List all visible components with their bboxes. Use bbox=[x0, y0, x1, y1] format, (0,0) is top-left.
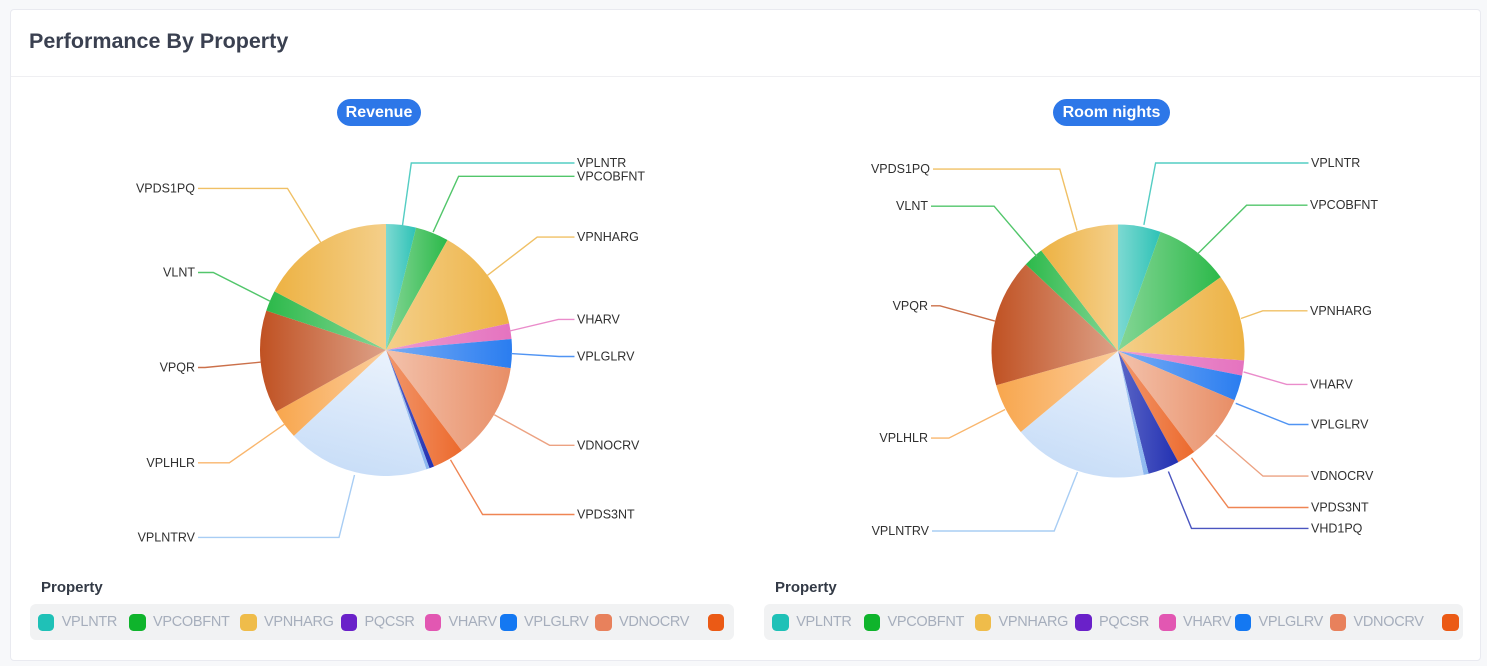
svg-text:VPNHARG: VPNHARG bbox=[577, 230, 639, 244]
svg-text:VPCOBFNT: VPCOBFNT bbox=[577, 169, 645, 183]
svg-text:VPDS1PQ: VPDS1PQ bbox=[871, 162, 930, 176]
svg-text:VPLGLRV: VPLGLRV bbox=[577, 350, 635, 364]
svg-text:VPLNTR: VPLNTR bbox=[577, 156, 626, 170]
svg-text:VPDS1PQ: VPDS1PQ bbox=[136, 181, 195, 195]
svg-text:VPQR: VPQR bbox=[893, 299, 928, 313]
svg-text:VPDS3NT: VPDS3NT bbox=[1311, 501, 1369, 515]
svg-text:VPLNTRV: VPLNTRV bbox=[138, 530, 196, 544]
svg-text:VHARV: VHARV bbox=[1310, 377, 1354, 391]
svg-text:VPDS3NT: VPDS3NT bbox=[577, 508, 635, 522]
svg-text:VPNHARG: VPNHARG bbox=[1310, 304, 1372, 318]
svg-text:VDNOCRV: VDNOCRV bbox=[577, 438, 640, 452]
svg-text:VPLNTR: VPLNTR bbox=[1311, 156, 1360, 170]
svg-text:VHD1PQ: VHD1PQ bbox=[1311, 521, 1363, 535]
svg-text:VPCOBFNT: VPCOBFNT bbox=[1310, 198, 1378, 212]
svg-text:VLNT: VLNT bbox=[163, 266, 195, 280]
svg-text:VPLHLR: VPLHLR bbox=[146, 456, 195, 470]
svg-text:VHARV: VHARV bbox=[577, 312, 621, 326]
svg-text:VPLGLRV: VPLGLRV bbox=[1311, 418, 1369, 432]
svg-text:VPLNTRV: VPLNTRV bbox=[872, 524, 930, 538]
svg-text:VLNT: VLNT bbox=[896, 199, 928, 213]
svg-text:VDNOCRV: VDNOCRV bbox=[1311, 469, 1374, 483]
svg-text:VPLHLR: VPLHLR bbox=[879, 431, 928, 445]
svg-text:VPQR: VPQR bbox=[160, 361, 195, 375]
